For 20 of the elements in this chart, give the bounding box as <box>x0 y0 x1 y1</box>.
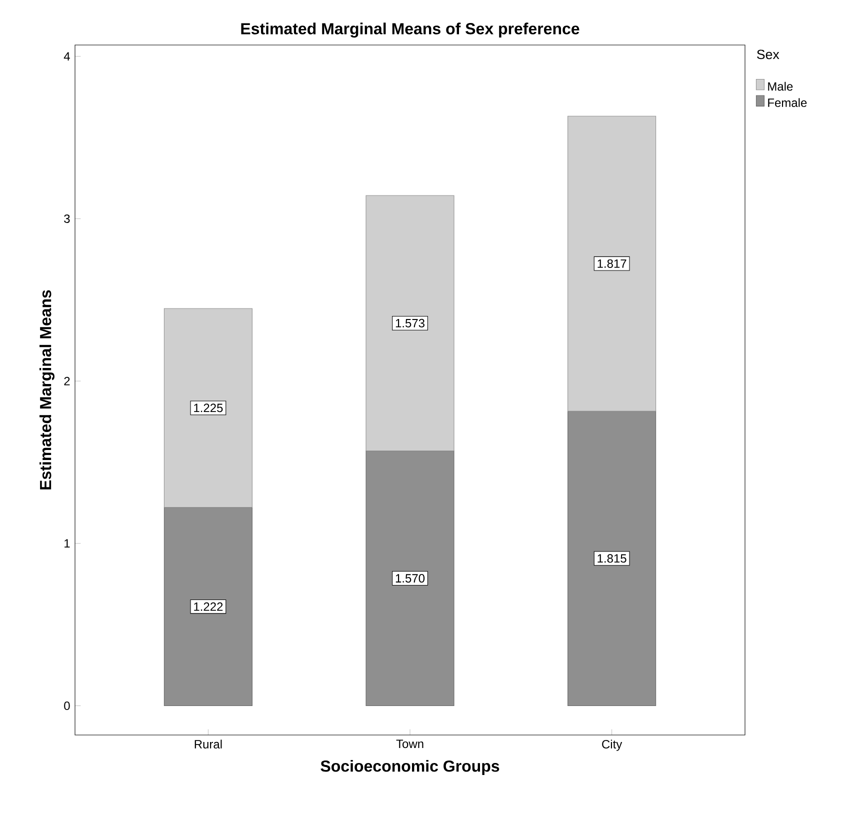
data-label: 1.817 <box>598 259 626 268</box>
legend-title: Sex <box>757 50 780 60</box>
data-label: 1.815 <box>598 554 626 563</box>
data-label: 1.570 <box>396 574 425 583</box>
y-tick-label: 0 <box>64 702 70 710</box>
y-tick-label: 3 <box>64 214 70 223</box>
data-label: 1.225 <box>194 404 223 412</box>
x-axis-title: Socioeconomic Groups <box>320 760 500 775</box>
x-tick-label: City <box>602 740 622 751</box>
x-tick-label: Rural <box>194 740 222 749</box>
y-tick-label: 1 <box>64 539 70 548</box>
x-tick-label: Town <box>396 740 424 748</box>
y-tick-label: 2 <box>64 376 70 386</box>
data-label: 1.573 <box>396 318 424 328</box>
legend-label: Female <box>768 98 807 107</box>
legend-label: Male <box>768 82 793 91</box>
y-axis-title: Estimated Marginal Means <box>39 290 54 490</box>
chart-title: Estimated Marginal Means of Sex preference <box>241 22 580 38</box>
data-label: 1.222 <box>194 602 223 611</box>
y-tick-label: 4 <box>64 52 70 60</box>
